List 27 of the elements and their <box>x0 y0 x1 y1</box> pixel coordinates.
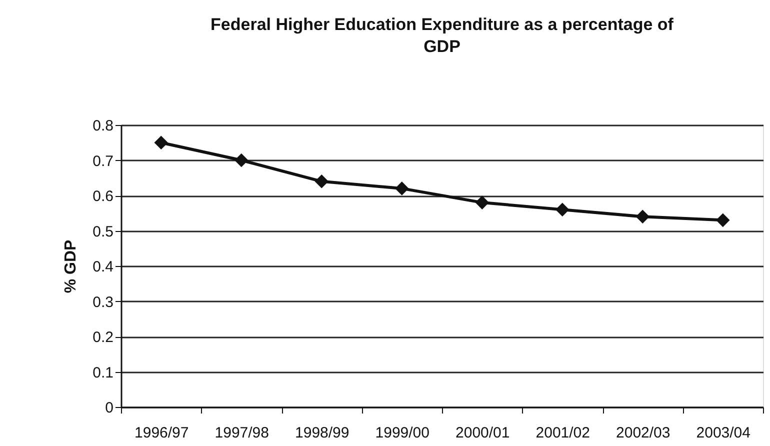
x-tick-label: 2003/04 <box>696 424 750 442</box>
x-tick-label: 1997/98 <box>214 424 269 442</box>
y-tick-label: 0.2 <box>92 329 114 346</box>
y-axis-title: % GDP <box>62 240 80 294</box>
x-tick-label: 2001/02 <box>536 424 590 442</box>
y-tick-label: 0.3 <box>92 294 114 311</box>
x-tick-label: 1998/99 <box>295 424 350 442</box>
point <box>314 174 329 188</box>
point <box>154 136 168 150</box>
point <box>555 202 570 216</box>
y-tick-label: 0 <box>105 400 114 416</box>
y-tick-label: 0.6 <box>92 188 114 205</box>
chart-title: Federal Higher Education Expenditure as a percentage of GDP <box>210 15 674 56</box>
point <box>394 182 409 196</box>
x-tick-label: 2002/03 <box>616 424 670 442</box>
point <box>234 153 248 168</box>
y-tick-label: 0.4 <box>92 258 114 276</box>
x-tick-label: 2000/01 <box>456 424 510 442</box>
point <box>636 210 650 224</box>
point <box>716 213 730 228</box>
y-tick-label: 0.1 <box>92 364 114 382</box>
y-tick-label: 0.5 <box>92 223 114 240</box>
x-tick-label: 1996/97 <box>134 424 189 442</box>
y-tick-label: 0.8 <box>92 118 114 134</box>
y-tick-label: 0.7 <box>92 152 114 170</box>
x-tick-label: 1999/00 <box>375 424 430 442</box>
point <box>475 196 490 210</box>
